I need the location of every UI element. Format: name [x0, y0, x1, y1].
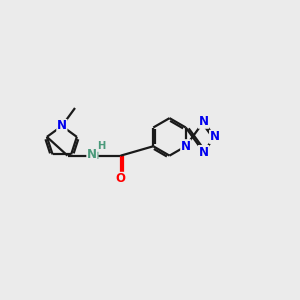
Text: N: N: [57, 119, 67, 133]
Text: H: H: [90, 151, 98, 160]
Text: N: N: [199, 115, 208, 128]
Text: N: N: [210, 130, 220, 143]
Text: N: N: [181, 140, 191, 153]
Text: H: H: [97, 141, 105, 151]
Text: N: N: [87, 148, 97, 161]
Text: O: O: [116, 172, 126, 185]
Text: N: N: [199, 146, 208, 159]
